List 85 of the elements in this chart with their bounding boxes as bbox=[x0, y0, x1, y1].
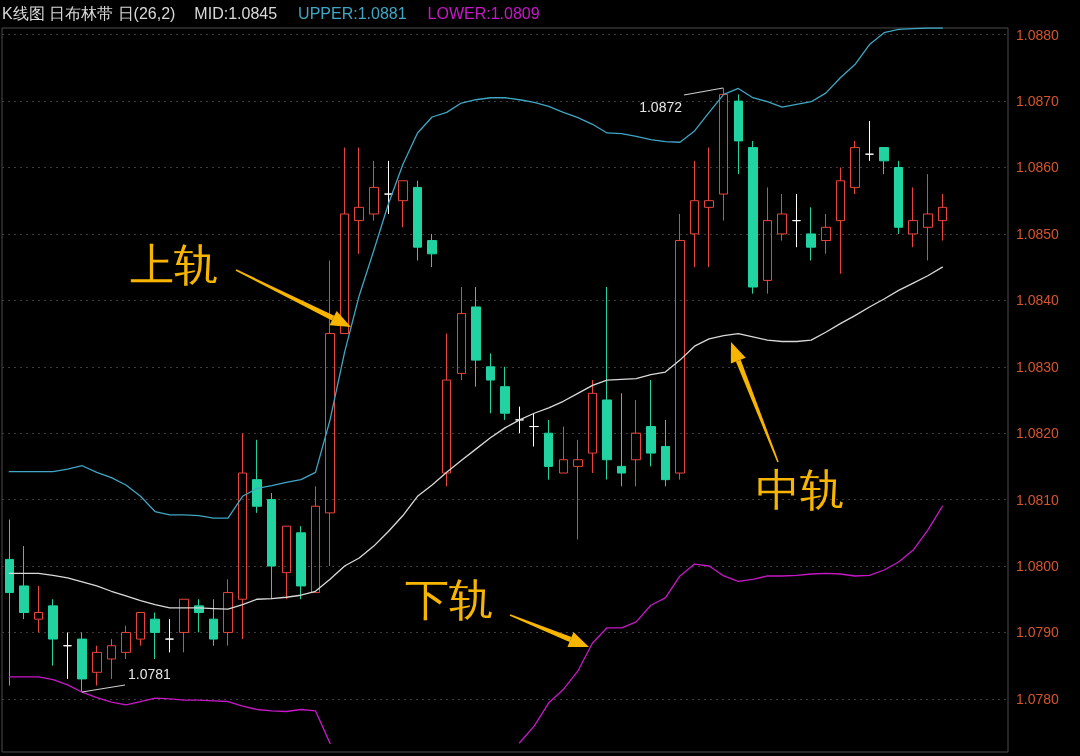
y-tick-label: 1.0860 bbox=[1016, 159, 1060, 176]
candlestick bbox=[77, 631, 87, 693]
candlestick bbox=[442, 333, 451, 487]
annotation: 1.0872 bbox=[639, 99, 682, 115]
candlestick bbox=[661, 419, 670, 487]
candlestick bbox=[588, 379, 597, 474]
text: UPPER:1.0881 bbox=[298, 4, 407, 22]
candlestick bbox=[806, 206, 816, 261]
y-tick-label: 1.0800 bbox=[1016, 558, 1060, 575]
candlestick bbox=[938, 193, 947, 242]
candlestick bbox=[340, 147, 349, 335]
candlestick bbox=[354, 147, 364, 255]
candlestick bbox=[209, 598, 218, 647]
candlestick bbox=[908, 186, 918, 248]
candlestick bbox=[5, 519, 14, 687]
candlestick bbox=[646, 379, 656, 467]
candlestick bbox=[573, 439, 583, 540]
annotation: 上轨 bbox=[130, 240, 218, 289]
candlestick bbox=[369, 160, 379, 222]
candlestick bbox=[311, 485, 320, 594]
candlestick bbox=[515, 406, 524, 434]
candlestick bbox=[602, 286, 612, 481]
candlestick bbox=[879, 147, 889, 175]
candlestick bbox=[121, 625, 131, 660]
candlestick bbox=[865, 120, 874, 162]
y-tick-label: 1.0830 bbox=[1016, 358, 1060, 375]
candlestick bbox=[296, 525, 306, 600]
annotation: 中轨 bbox=[756, 465, 844, 514]
candlestick bbox=[384, 160, 393, 215]
candlestick bbox=[792, 193, 801, 248]
y-tick-label: 1.0850 bbox=[1016, 225, 1060, 242]
candlestick bbox=[63, 631, 72, 680]
candlestick bbox=[850, 140, 860, 195]
candlestick bbox=[617, 392, 626, 487]
candlestick bbox=[836, 166, 845, 275]
candlestick bbox=[719, 87, 728, 222]
y-tick-label: 1.0820 bbox=[1016, 425, 1060, 442]
text: LOWER:1.0809 bbox=[427, 4, 540, 22]
y-tick-label: 1.0790 bbox=[1016, 624, 1060, 641]
candlestick bbox=[427, 233, 437, 268]
candlestick bbox=[325, 259, 335, 567]
text: MID:1.0845 bbox=[194, 4, 278, 22]
candlestick bbox=[150, 612, 160, 660]
candlestick bbox=[675, 213, 685, 481]
candlestick bbox=[238, 432, 247, 640]
candlestick bbox=[179, 598, 189, 653]
candlestick bbox=[223, 578, 233, 647]
candlestick bbox=[267, 492, 276, 600]
candlestick bbox=[252, 439, 262, 514]
candlestick bbox=[486, 352, 495, 414]
candlestick bbox=[92, 645, 102, 687]
candlestick bbox=[165, 618, 174, 653]
candlestick bbox=[690, 160, 699, 268]
candlestick bbox=[398, 180, 408, 228]
candlestick bbox=[559, 426, 568, 474]
candlestick bbox=[107, 638, 116, 680]
y-tick-label: 1.0780 bbox=[1016, 690, 1060, 707]
candlestick bbox=[923, 173, 933, 261]
y-tick-label: 1.0870 bbox=[1016, 93, 1060, 110]
candlestick bbox=[704, 147, 714, 268]
candlestick bbox=[413, 180, 422, 261]
chart-title: K线图 日布林带 日(26,2) bbox=[2, 4, 176, 22]
candlestick bbox=[894, 160, 903, 235]
candlestick bbox=[734, 93, 743, 175]
candlestick bbox=[136, 612, 145, 647]
annotation: 下轨 bbox=[405, 575, 493, 624]
candlestick bbox=[544, 419, 553, 481]
y-tick-label: 1.0840 bbox=[1016, 292, 1060, 309]
candlestick bbox=[48, 598, 58, 667]
candlestick bbox=[471, 286, 481, 388]
candlestick bbox=[282, 525, 291, 600]
candlestick bbox=[631, 399, 641, 487]
candlestick bbox=[500, 366, 510, 421]
line-series bbox=[8, 27, 944, 519]
candlestick bbox=[457, 286, 466, 381]
candlestick bbox=[748, 140, 758, 295]
annotation: 1.0781 bbox=[128, 666, 171, 682]
y-tick-label: 1.0810 bbox=[1016, 491, 1060, 508]
candlestick bbox=[34, 585, 43, 633]
candlestick bbox=[763, 186, 772, 295]
candlestick bbox=[777, 193, 787, 242]
candlestick bbox=[19, 545, 29, 620]
candlestick bbox=[821, 213, 831, 255]
y-tick-label: 1.0880 bbox=[1016, 26, 1060, 43]
candlestick bbox=[529, 412, 539, 447]
